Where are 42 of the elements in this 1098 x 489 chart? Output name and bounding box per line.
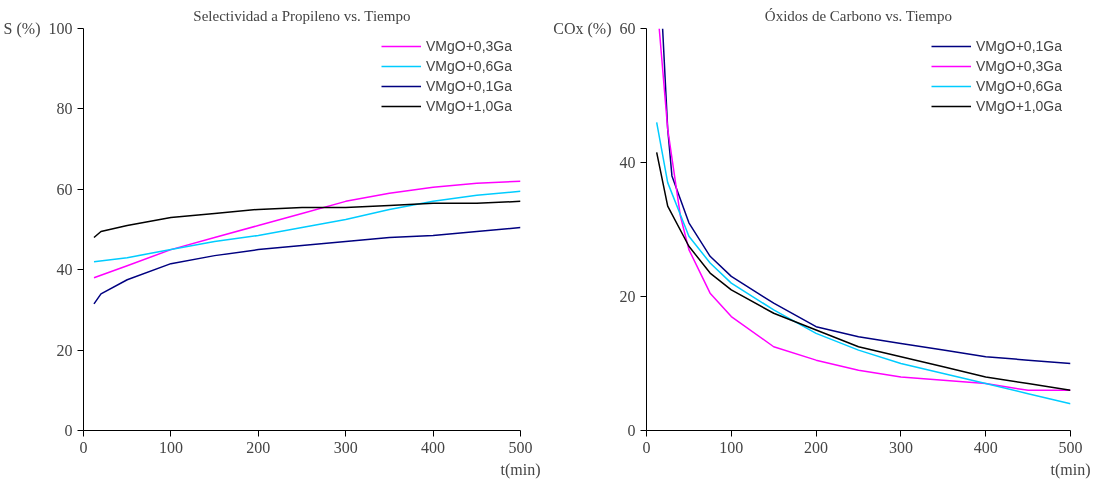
legend-label: VMgO+1,0Ga bbox=[976, 98, 1062, 114]
y-tick-label: 0 bbox=[627, 422, 636, 439]
y-tick-label: 60 bbox=[56, 180, 73, 198]
y-tick-label: 60 bbox=[619, 20, 636, 37]
legend-label: VMgO+0,1Ga bbox=[976, 38, 1062, 54]
x-tick-label: 200 bbox=[804, 438, 829, 456]
chart-title: Selectividad a Propileno vs. Tiempo bbox=[193, 7, 411, 24]
x-axis-title: t(min) bbox=[500, 460, 541, 479]
legend-label: VMgO+0,1Ga bbox=[426, 78, 512, 94]
chart-title: Óxidos de Carbono vs. Tiempo bbox=[764, 7, 952, 24]
legend-label: VMgO+0,3Ga bbox=[426, 38, 512, 54]
legend-label: VMgO+1,0Ga bbox=[426, 98, 512, 114]
x-tick-label: 300 bbox=[888, 438, 913, 456]
x-tick-label: 400 bbox=[973, 438, 998, 456]
line-series bbox=[93, 180, 521, 279]
y-tick-label: 0 bbox=[64, 422, 73, 439]
x-tick-label: 200 bbox=[246, 438, 271, 456]
y-tick-label: 20 bbox=[619, 288, 636, 305]
x-tick-label: 500 bbox=[508, 438, 533, 456]
x-tick-label: 300 bbox=[333, 438, 358, 456]
legend-label: VMgO+0,3Ga bbox=[976, 58, 1062, 74]
legend-label: VMgO+0,6Ga bbox=[426, 58, 512, 74]
y-tick-label: 80 bbox=[56, 100, 73, 118]
line-series bbox=[93, 190, 521, 263]
y-tick-label: 100 bbox=[48, 20, 73, 37]
line-series bbox=[93, 226, 521, 305]
legend-label: VMgO+0,6Ga bbox=[976, 78, 1062, 94]
x-tick-label: 0 bbox=[642, 438, 651, 456]
line-series bbox=[93, 200, 521, 239]
y-tick-label: 20 bbox=[56, 341, 73, 359]
y-axis-title: COx (%) bbox=[553, 20, 612, 38]
line-series bbox=[655, 121, 1071, 405]
x-tick-label: 0 bbox=[79, 438, 88, 456]
x-tick-label: 500 bbox=[1058, 438, 1083, 456]
line-series bbox=[655, 151, 1071, 392]
y-tick-label: 40 bbox=[619, 154, 636, 171]
y-tick-label: 40 bbox=[56, 261, 73, 279]
y-axis-title: S (%) bbox=[3, 20, 41, 38]
x-tick-label: 100 bbox=[158, 438, 183, 456]
x-tick-label: 400 bbox=[421, 438, 446, 456]
x-tick-label: 100 bbox=[719, 438, 744, 456]
x-axis-title: t(min) bbox=[1050, 460, 1091, 479]
